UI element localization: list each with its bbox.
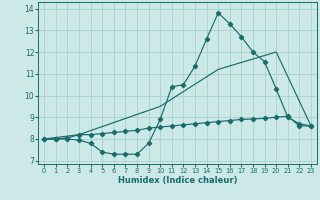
X-axis label: Humidex (Indice chaleur): Humidex (Indice chaleur) (118, 176, 237, 185)
